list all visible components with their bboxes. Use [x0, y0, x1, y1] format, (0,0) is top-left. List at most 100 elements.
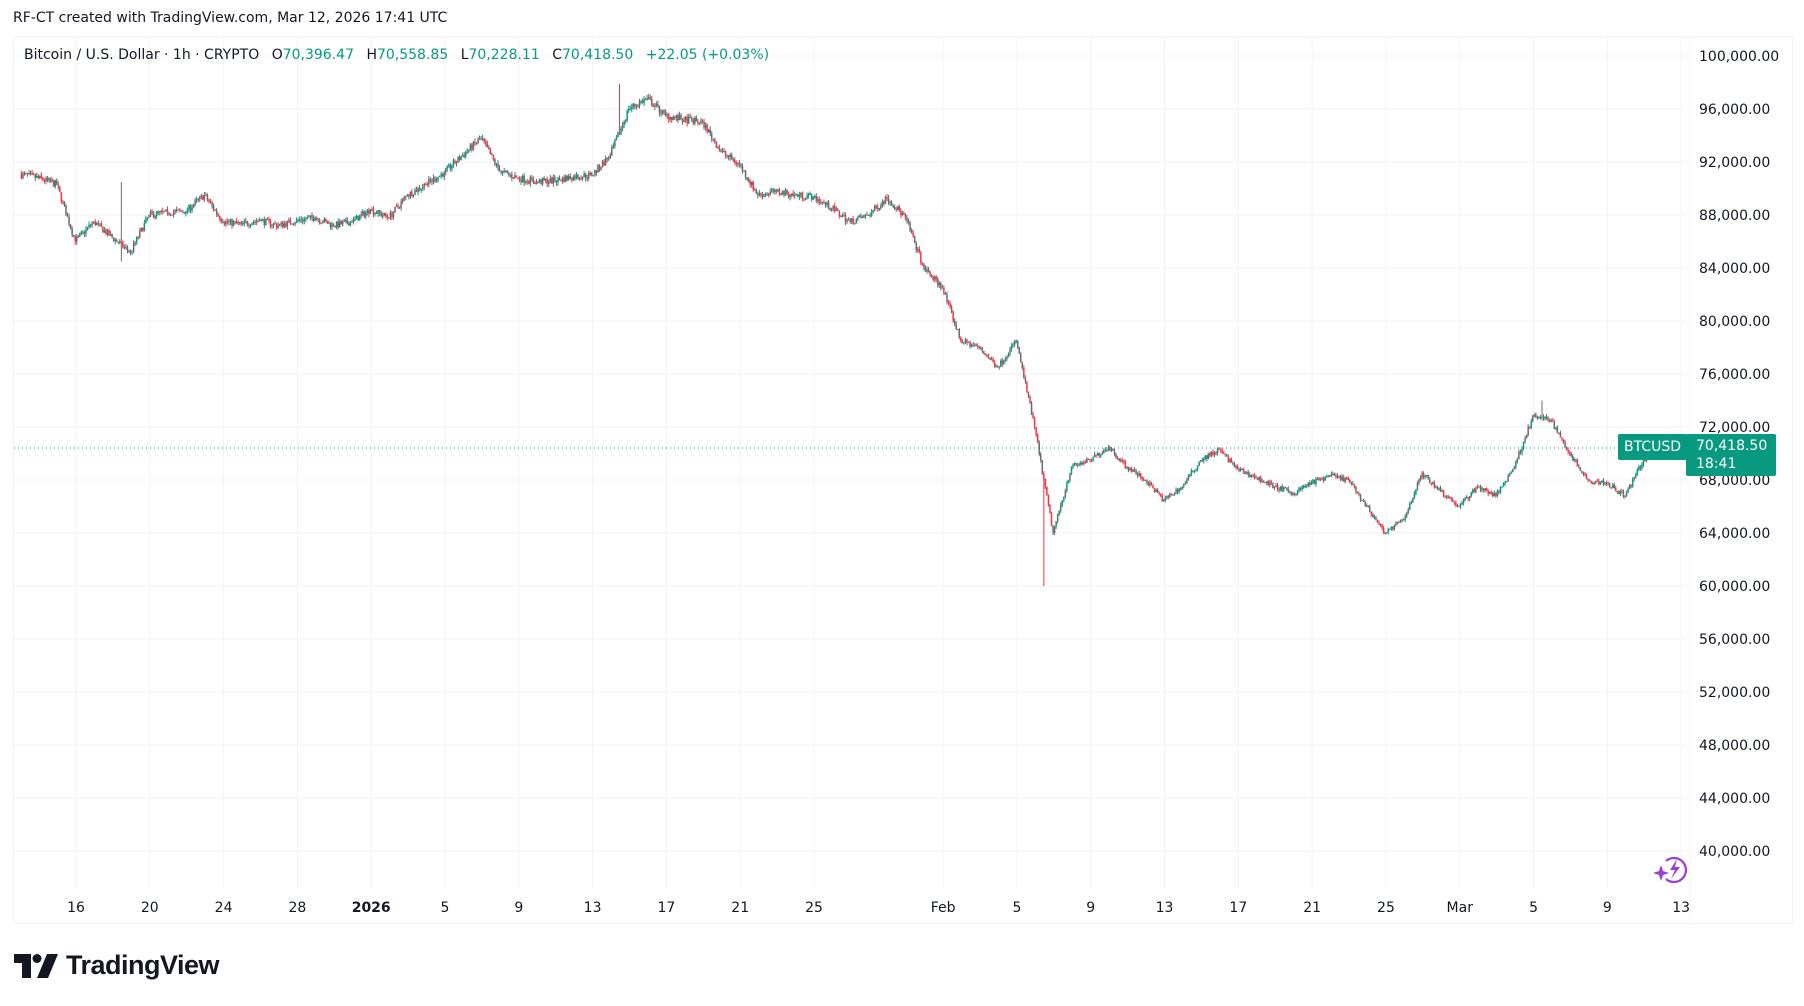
candle-body — [1035, 427, 1037, 435]
candle-body — [909, 223, 911, 231]
candle-body — [1038, 442, 1040, 455]
candle-body — [1241, 468, 1243, 470]
candle-body — [675, 115, 678, 118]
candle-body — [341, 221, 344, 225]
candle-body — [115, 239, 118, 242]
candle-body — [1075, 463, 1077, 465]
candle-body — [1213, 452, 1216, 455]
candle-body — [303, 218, 306, 222]
candle-body — [1329, 475, 1331, 477]
candle-body — [950, 306, 953, 313]
candle-body — [683, 119, 685, 122]
candle-body — [1067, 479, 1070, 484]
candle-body — [838, 210, 841, 216]
candle-body — [1530, 421, 1532, 428]
candle-body — [1132, 469, 1134, 472]
candle-body — [986, 355, 988, 357]
candle-body — [737, 162, 739, 164]
candle-body — [537, 181, 539, 183]
candle-body — [237, 222, 239, 224]
candle-body — [1164, 497, 1167, 500]
candle-body — [712, 138, 715, 140]
candle-body — [1599, 482, 1602, 485]
candle-body — [391, 212, 393, 217]
candle-body — [709, 129, 711, 134]
candle-body — [955, 323, 957, 330]
candle-body — [729, 154, 731, 158]
candle-body — [1196, 466, 1199, 469]
candle-body — [251, 223, 253, 226]
candle-body — [249, 225, 252, 227]
candle-body — [589, 173, 592, 175]
x-tick-label: 17 — [657, 900, 675, 916]
high-value: 70,558.85 — [376, 47, 449, 63]
sparkle-lightning-icon[interactable] — [1652, 852, 1688, 890]
candle-body — [718, 147, 721, 151]
candle-body — [638, 101, 641, 107]
candle-body — [1384, 532, 1386, 534]
candle-body — [343, 220, 346, 222]
candle-body — [168, 212, 170, 215]
candle-body — [1113, 450, 1116, 455]
candle-body — [426, 184, 429, 186]
candle-body — [1502, 483, 1505, 487]
candle-body — [746, 177, 748, 180]
candle-body — [1322, 478, 1325, 481]
candle-body — [438, 175, 441, 177]
x-tick-label: 2026 — [352, 900, 391, 916]
candle-body — [142, 227, 144, 231]
candle-body — [1564, 441, 1566, 448]
candle-body — [684, 117, 687, 120]
candle-body — [611, 147, 613, 156]
candle-body — [1472, 489, 1474, 493]
candle-body — [1479, 487, 1482, 490]
candle-body — [1138, 473, 1140, 476]
candle-body — [784, 189, 787, 196]
candle-body — [1389, 528, 1391, 530]
candle-body — [345, 219, 347, 221]
candle-body — [97, 223, 100, 225]
candle-body — [298, 219, 301, 221]
candle-body — [661, 110, 664, 114]
candle-body — [674, 116, 676, 118]
candle-body — [740, 164, 742, 166]
candle-body — [157, 211, 159, 213]
candle-body — [148, 215, 150, 218]
candle-body — [983, 351, 985, 354]
candle-body — [492, 154, 495, 160]
candle-body — [821, 201, 824, 203]
candle-body — [640, 101, 642, 103]
candle-body — [102, 226, 104, 233]
candle-body — [432, 177, 435, 182]
candle-body — [317, 219, 319, 221]
candle-body — [600, 167, 602, 170]
chart-panel[interactable]: 100,000.00 96,000.00 92,000.00 88,000.00 84,… — [13, 36, 1794, 925]
candle-body — [314, 217, 316, 221]
candle-body — [66, 215, 69, 217]
candle-body — [1353, 484, 1356, 487]
candle-body — [967, 342, 970, 344]
candle-body — [1079, 462, 1082, 465]
candle-body — [1559, 433, 1562, 438]
candle-body — [285, 223, 287, 227]
candle-body — [1518, 451, 1520, 459]
candle-body — [1232, 462, 1234, 465]
candle-body — [509, 174, 512, 176]
candle-body — [1355, 486, 1357, 492]
candle-body — [252, 222, 255, 224]
candle-body — [707, 129, 710, 133]
x-tick-label: Mar — [1447, 900, 1474, 916]
candle-body — [82, 231, 84, 233]
candle-body — [1047, 495, 1050, 506]
candle-body — [155, 211, 158, 216]
candlestick-chart[interactable]: 100,000.00 96,000.00 92,000.00 88,000.00 84,… — [14, 37, 1794, 925]
candle-body — [51, 180, 53, 182]
tradingview-logo[interactable]: TradingView — [14, 950, 220, 981]
candle-body — [569, 175, 572, 180]
candle-body — [1359, 494, 1362, 500]
candle-body — [672, 116, 675, 120]
candle-body — [506, 170, 508, 173]
candle-body — [1279, 486, 1282, 491]
candle-body — [140, 227, 143, 231]
candle-body — [374, 212, 376, 215]
